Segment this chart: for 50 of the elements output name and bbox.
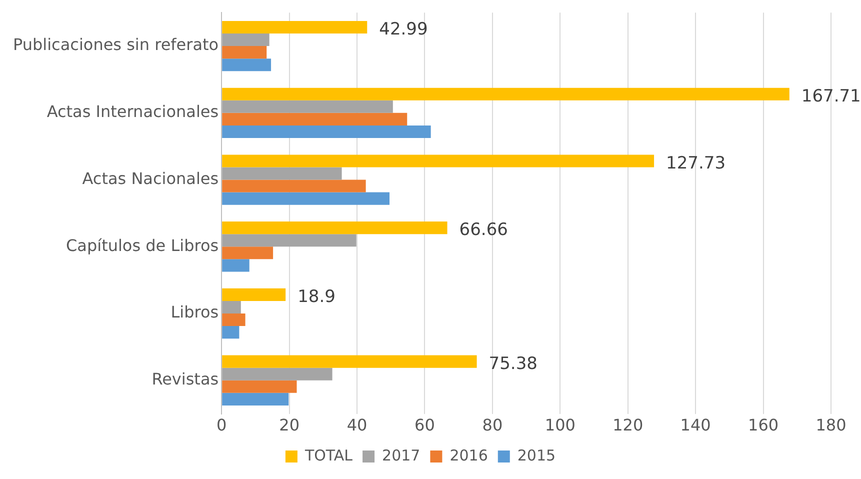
data-label: 127.73 [666, 153, 726, 174]
data-label: 75.38 [488, 354, 538, 374]
legend-label: 2016 [450, 446, 488, 464]
bar [222, 167, 342, 180]
bar [222, 180, 366, 192]
x-tick-label: 120 [612, 416, 644, 435]
x-tick-label: 180 [816, 416, 846, 435]
bar [222, 20, 368, 34]
bar [222, 192, 390, 205]
y-tick-label: Libros [170, 302, 219, 322]
legend-label: TOTAL [304, 446, 354, 464]
bar [222, 300, 241, 314]
x-tick-label: 60 [414, 416, 435, 435]
x-tick-label: 100 [544, 416, 576, 435]
x-tick-label: 0 [216, 416, 227, 435]
y-tick-label: Actas Nacionales [82, 168, 219, 188]
data-label: 18.9 [298, 287, 336, 308]
bar [222, 33, 270, 46]
x-tick-label: 40 [346, 416, 368, 435]
bar [222, 355, 477, 368]
bar [222, 100, 393, 113]
x-tick-label: 160 [748, 416, 779, 435]
y-tick-label: Capítulos de Libros [66, 236, 219, 255]
bar [222, 380, 297, 393]
x-tick-label: 80 [482, 416, 503, 435]
x-tick-label: 20 [279, 416, 300, 435]
data-label: 167.71 [801, 86, 861, 107]
bar [222, 222, 448, 234]
bar [222, 154, 654, 168]
bar [222, 46, 267, 59]
bar [222, 112, 408, 126]
bar [222, 326, 240, 339]
bar [222, 259, 250, 272]
bar [222, 246, 274, 260]
legend-label: 2017 [382, 446, 420, 464]
bar [222, 288, 286, 301]
y-tick-label: Publicaciones sin referato [13, 35, 219, 54]
bar [222, 125, 431, 138]
bar [222, 368, 332, 380]
bar [222, 58, 272, 72]
data-label: 42.99 [379, 20, 428, 40]
legend-label: 2015 [517, 446, 556, 464]
data-label: 66.66 [459, 220, 508, 240]
y-tick-label: Actas Internacionales [46, 102, 219, 122]
bar [222, 314, 246, 326]
bar [222, 88, 790, 100]
y-tick-label: Revistas [152, 370, 219, 389]
bar [222, 234, 356, 247]
x-tick-label: 140 [680, 416, 711, 435]
bar [222, 392, 289, 406]
